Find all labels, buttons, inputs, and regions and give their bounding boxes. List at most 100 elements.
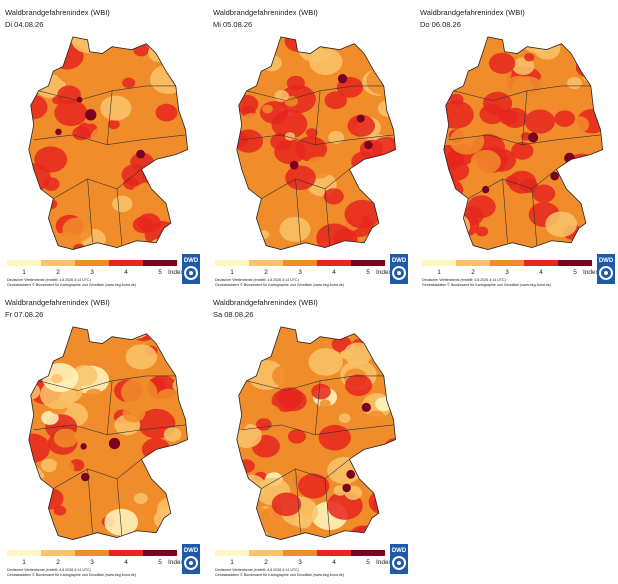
danger-area (444, 152, 463, 167)
danger-area (76, 96, 83, 103)
danger-area (301, 454, 326, 474)
danger-area (80, 443, 87, 450)
danger-area (279, 216, 311, 242)
danger-area (279, 389, 307, 412)
state-border (295, 468, 301, 533)
legend-label: 2 (56, 559, 60, 566)
legend-label: 5 (573, 269, 577, 276)
country-border (443, 36, 603, 250)
legend-label: 3 (90, 559, 94, 566)
state-border (87, 468, 93, 533)
legend-swatch (249, 260, 283, 266)
danger-area (532, 184, 556, 203)
danger-area (309, 48, 343, 76)
dwd-logo: DWD (390, 254, 408, 284)
danger-area (28, 44, 35, 60)
state-border (116, 188, 123, 246)
state-border (38, 375, 176, 391)
danger-area (178, 476, 188, 492)
danger-area (534, 38, 561, 60)
danger-area (236, 54, 258, 76)
danger-area (318, 424, 351, 451)
legend-unit: Index (168, 269, 185, 276)
legend-label: 5 (366, 269, 370, 276)
legend-label: 4 (539, 269, 543, 276)
state-border (531, 188, 538, 246)
danger-area (373, 186, 396, 213)
danger-area (398, 129, 409, 138)
danger-area (344, 199, 381, 229)
danger-area (90, 127, 116, 148)
danger-area (73, 243, 85, 250)
state-border (261, 458, 350, 489)
credit: Deutscher Wetterdienst (erstellt: 4.8.20… (215, 278, 299, 282)
state-border (241, 424, 394, 435)
dwd-logo: DWD (182, 544, 200, 574)
panel: Waldbrandgefahrenindex (WBI) Sa 08.08.26 1… (213, 298, 408, 577)
danger-area (28, 48, 37, 66)
danger-area (132, 216, 154, 234)
danger-area (155, 103, 178, 122)
credit: Geobasisdaten © Bundesamt für Kartograph… (7, 573, 136, 577)
danger-area (284, 132, 296, 141)
danger-area (185, 379, 188, 388)
danger-area (346, 36, 380, 47)
danger-area (125, 344, 158, 370)
danger-area (366, 410, 386, 427)
danger-area (237, 246, 249, 250)
danger-area (80, 63, 106, 84)
danger-area (567, 77, 583, 89)
legend-label: 4 (332, 269, 336, 276)
danger-area (105, 227, 122, 241)
danger-area (524, 109, 556, 134)
legend-swatch (109, 550, 143, 556)
danger-area (345, 374, 373, 397)
danger-area (156, 496, 188, 523)
legend-swatch (215, 550, 249, 556)
danger-area (125, 459, 139, 470)
danger-area (28, 62, 32, 73)
danger-area (28, 36, 32, 42)
danger-area (592, 85, 603, 98)
legend-label: 5 (366, 559, 370, 566)
danger-area (168, 132, 188, 154)
danger-area (271, 364, 301, 388)
danger-area (316, 223, 353, 250)
danger-area (386, 447, 396, 461)
danger-area (53, 428, 78, 448)
danger-area (28, 336, 46, 363)
legend-label: 4 (124, 269, 128, 276)
danger-area (220, 384, 236, 397)
legend-swatch (75, 550, 109, 556)
danger-area (443, 212, 471, 240)
country-border (28, 326, 188, 540)
legend-label: 2 (56, 269, 60, 276)
legend-label: 4 (124, 559, 128, 566)
legend-unit: Index (168, 559, 185, 566)
danger-area (262, 104, 273, 114)
legend-label: 1 (22, 269, 26, 276)
logo-dot (189, 561, 193, 565)
danger-area (306, 128, 318, 138)
danger-area (451, 39, 466, 51)
dwd-logo: DWD (597, 254, 615, 284)
danger-area (90, 432, 126, 460)
state-border (468, 168, 557, 199)
legend-swatch (351, 550, 385, 556)
danger-area (28, 231, 52, 250)
danger-area (169, 230, 182, 240)
danger-area (575, 56, 603, 79)
danger-area (550, 171, 559, 181)
panel-date: Sa 08.08.26 (213, 310, 253, 319)
danger-area (584, 225, 596, 234)
danger-area (449, 93, 464, 106)
danger-area (342, 483, 351, 493)
danger-area (150, 64, 187, 94)
legend-label: 2 (471, 269, 475, 276)
panel-date: Do 06.08.26 (420, 20, 461, 29)
state-border (314, 90, 321, 145)
danger-area (554, 110, 576, 127)
danger-area (443, 60, 464, 89)
danger-area (93, 211, 117, 230)
danger-area (236, 215, 249, 226)
